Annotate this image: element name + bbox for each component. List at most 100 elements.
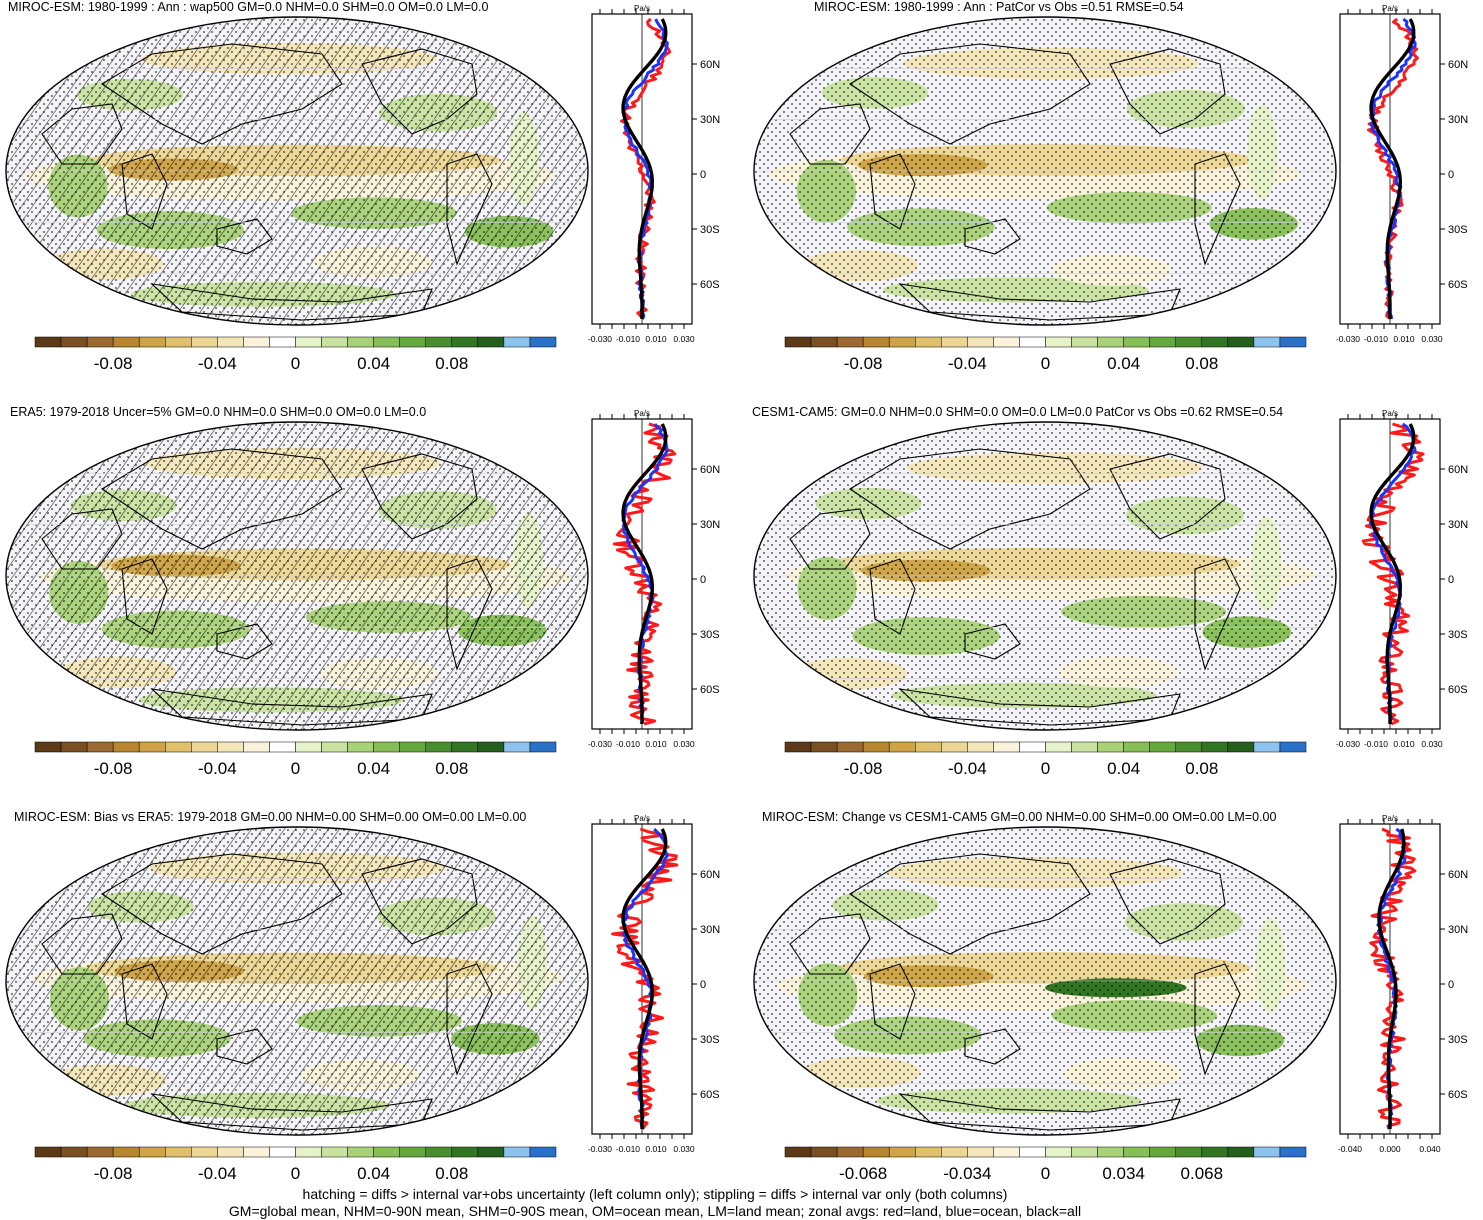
- colorbar-swatch: [1201, 336, 1229, 348]
- colorbar-swatch: [1123, 336, 1150, 348]
- x-tick-label: -0.030: [1336, 334, 1360, 344]
- colorbar-swatch: [862, 1146, 890, 1158]
- colorbar-swatch: [86, 1146, 114, 1158]
- colorbar-tick-label: 0.08: [435, 759, 468, 778]
- ocean-mean-line: [1369, 17, 1417, 320]
- colorbar-swatch: [165, 1146, 192, 1158]
- lat-tick-label: 60N: [700, 464, 720, 476]
- colorbar-swatch: [810, 336, 838, 348]
- map-field: [754, 827, 1336, 1135]
- colorbar-swatch: [217, 1146, 244, 1158]
- all-mean-line: [1377, 828, 1406, 1129]
- lat-tick-label: 60N: [700, 59, 720, 71]
- colorbar-tick-label: -0.04: [198, 1164, 237, 1183]
- colorbar-swatch: [1253, 336, 1281, 348]
- map-field: [6, 17, 588, 325]
- land-mean-line: [612, 422, 677, 726]
- x-tick-label: -0.030: [588, 739, 612, 749]
- panel-2: MIROC-ESM: 1980-1999 : Ann : PatCor vs O…: [742, 0, 1483, 395]
- lat-tick-label: 0: [700, 574, 706, 586]
- colorbar-swatch: [112, 1146, 140, 1158]
- colorbar-swatch: [321, 1146, 348, 1158]
- colorbar-tick-label: 0: [291, 354, 300, 373]
- zonal-mean-plot: Pa/s 60N 30N 0 30S 60S -0.040 0.000 0.040: [1320, 814, 1470, 1154]
- x-tick-label: -0.030: [1336, 739, 1360, 749]
- x-tick-label: 0.010: [645, 739, 667, 749]
- panel-title: MIROC-ESM: 1980-1999 : Ann : wap500 GM=0…: [8, 0, 489, 14]
- colorbar-swatch: [836, 741, 864, 753]
- colorbar-swatch: [112, 741, 140, 753]
- colorbar-swatch: [941, 1146, 968, 1158]
- colorbar-tick-label: 0.08: [1185, 759, 1218, 778]
- colorbar-swatch: [503, 336, 531, 348]
- colorbar-swatch: [1097, 741, 1124, 753]
- colorbar-swatch: [191, 1146, 218, 1158]
- colorbar: -0.08 -0.04 0 0.04 0.08: [33, 741, 558, 791]
- colorbar-swatch: [1201, 1146, 1229, 1158]
- lat-tick-label: 30S: [700, 629, 720, 641]
- lat-tick-label: 30N: [700, 924, 720, 936]
- colorbar-tick-label: -0.068: [839, 1164, 887, 1183]
- colorbar-swatch: [243, 336, 270, 348]
- colorbar: -0.08 -0.04 0 0.04 0.08: [783, 336, 1308, 386]
- x-tick-label: -0.010: [616, 739, 640, 749]
- footer-note-1: hatching = diffs > internal var+obs unce…: [302, 1186, 1008, 1202]
- colorbar-tick-label: -0.034: [943, 1164, 991, 1183]
- zonal-unit-label: Pa/s: [634, 814, 650, 823]
- colorbar-swatch: [784, 1146, 812, 1158]
- colorbar-swatch: [915, 741, 942, 753]
- lat-tick-label: 60N: [700, 869, 720, 881]
- lat-tick-label: 60S: [700, 684, 720, 696]
- colorbar-swatch: [451, 741, 479, 753]
- colorbar-swatch: [1227, 741, 1255, 753]
- footer-note-2: GM=global mean, NHM=0-90N mean, SHM=0-90…: [228, 1203, 1082, 1219]
- colorbar-swatch: [784, 741, 812, 753]
- colorbar-swatch: [217, 741, 244, 753]
- colorbar-tick-label: -0.04: [198, 759, 237, 778]
- colorbar-swatch: [1071, 1146, 1098, 1158]
- colorbar-swatch: [191, 336, 218, 348]
- colorbar-tick-label: 0: [1041, 354, 1050, 373]
- colorbar-swatch: [86, 336, 114, 348]
- map[interactable]: [750, 419, 1340, 734]
- map[interactable]: [2, 419, 592, 734]
- map-border: [5, 421, 589, 731]
- lat-tick-label: 60N: [1448, 869, 1468, 881]
- colorbar-swatch: [529, 336, 557, 348]
- colorbar-swatch: [503, 741, 531, 753]
- colorbar-tick-label: -0.08: [94, 1164, 133, 1183]
- colorbar-swatch: [1279, 1146, 1307, 1158]
- colorbar-swatch: [1253, 1146, 1281, 1158]
- lat-tick-label: 30N: [1448, 924, 1468, 936]
- colorbar-swatch: [86, 741, 114, 753]
- lat-tick-label: 60S: [700, 279, 720, 291]
- lat-tick-label: 30N: [1448, 114, 1468, 126]
- colorbar-swatch: [34, 1146, 62, 1158]
- colorbar-swatch: [425, 741, 453, 753]
- map[interactable]: [750, 14, 1340, 329]
- map[interactable]: [2, 14, 592, 329]
- colorbar-tick-label: 0.08: [1185, 354, 1218, 373]
- map[interactable]: [750, 824, 1340, 1139]
- colorbar-swatch: [941, 741, 968, 753]
- colorbar-tick-label: 0.034: [1102, 1164, 1145, 1183]
- colorbar-swatch: [373, 336, 400, 348]
- colorbar-swatch: [347, 1146, 374, 1158]
- zonal-unit-label: Pa/s: [1382, 814, 1398, 823]
- land-mean-line: [620, 17, 672, 321]
- colorbar-swatch: [1123, 741, 1150, 753]
- x-tick-label: -0.010: [1364, 334, 1388, 344]
- colorbar-swatch: [60, 741, 88, 753]
- colorbar-swatch: [34, 336, 62, 348]
- colorbar-tick-label: 0.04: [1107, 759, 1140, 778]
- map[interactable]: [2, 824, 592, 1139]
- colorbar-swatch: [836, 1146, 864, 1158]
- colorbar-swatch: [60, 1146, 88, 1158]
- colorbar-swatch: [321, 741, 348, 753]
- map-field: [6, 827, 588, 1135]
- colorbar-swatch: [1227, 1146, 1255, 1158]
- colorbar-swatch: [967, 1146, 994, 1158]
- lat-tick-label: 30N: [700, 114, 720, 126]
- colorbar-tick-label: 0: [291, 759, 300, 778]
- panel-title: MIROC-ESM: Bias vs ERA5: 1979-2018 GM=0.…: [14, 810, 527, 824]
